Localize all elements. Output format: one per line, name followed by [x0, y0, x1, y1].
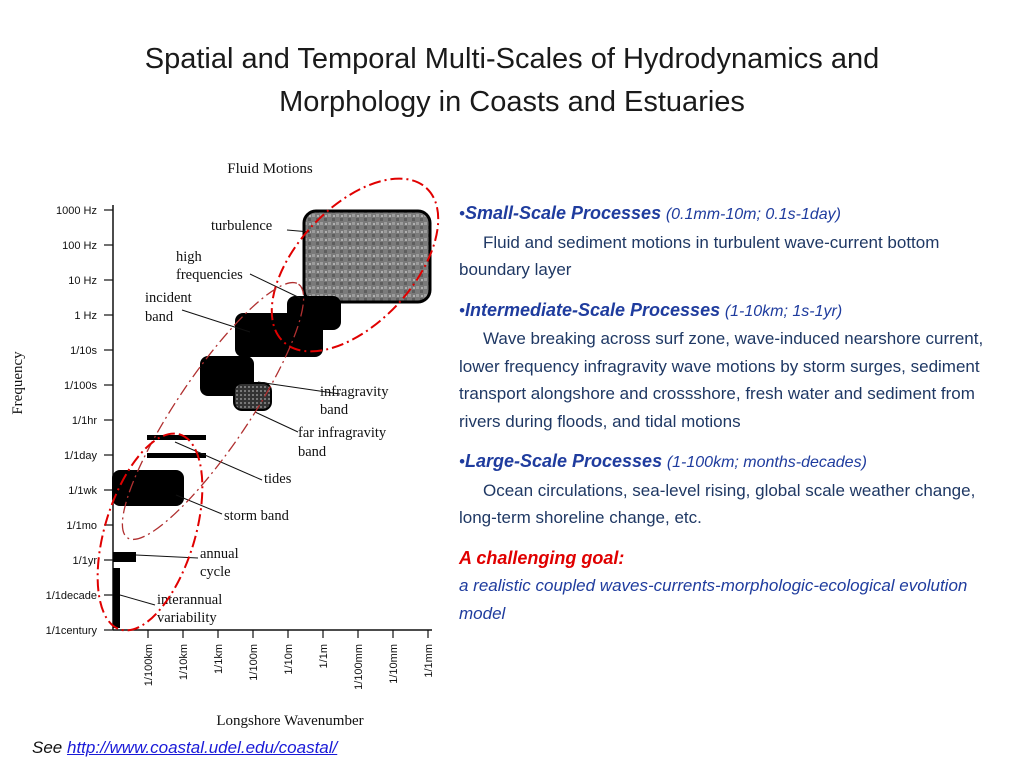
annotation-interannual-variability-1: interannual [157, 592, 222, 608]
intermediate-scale-block: •Intermediate-Scale Processes (1-10km; 1… [459, 297, 1007, 436]
bullet-symbol: • [459, 300, 465, 320]
small-scale-description: Fluid and sediment motions in turbulent … [459, 232, 940, 280]
small-scale-heading: •Small-Scale Processes (0.1mm-10m; 0.1s-… [459, 200, 1007, 229]
x-tick-label: 1/100mm [353, 644, 365, 690]
intermediate-scale-range: (1-10km; 1s-1yr) [724, 302, 843, 320]
y-tick-label: 1/1mo [66, 520, 97, 532]
fluid-motions-diagram: Fluid Motions Frequency Longshore Wavenu… [10, 161, 440, 729]
x-tick-label: 1/1m [318, 644, 330, 668]
small-scale-ellipse [270, 177, 440, 353]
annotation-high-frequencies-1: high [176, 249, 203, 265]
annual-cycle-bar [113, 552, 136, 562]
y-tick-label: 1/1yr [73, 555, 98, 567]
small-scale-name: Small-Scale Processes [464, 203, 662, 223]
see-label: See [32, 738, 63, 757]
x-tick-label: 1/100km [143, 644, 155, 686]
annotation-infragravity-band-1: infragravity [320, 384, 389, 400]
storm-band-block [112, 470, 184, 506]
annotation-far-infragravity-band-2: band [298, 444, 327, 460]
tides-bar-upper [147, 435, 206, 440]
y-tick-label: 1/10s [70, 345, 97, 357]
y-axis-ticks: 1000 Hz 100 Hz 10 Hz 1 Hz 1/10s 1/100s 1/1hr 1/… [46, 205, 113, 637]
y-tick-label: 1/1wk [68, 485, 97, 497]
x-axis-label: Longshore Wavenumber [216, 713, 363, 729]
far-infragravity-band-block [233, 382, 272, 411]
small-scale-block: •Small-Scale Processes (0.1mm-10m; 0.1s-… [459, 200, 1007, 284]
large-scale-block: •Large-Scale Processes (1-100km; months-… [459, 448, 1007, 532]
y-axis-label: Frequency [10, 351, 26, 415]
y-tick-label: 1/1day [64, 450, 98, 462]
large-scale-ellipse [96, 432, 204, 632]
large-scale-name: Large-Scale Processes [464, 451, 663, 471]
x-tick-label: 1/1mm [423, 644, 435, 678]
x-tick-label: 1/100m [248, 644, 260, 681]
x-tick-label: 1/1km [213, 644, 225, 674]
intermediate-scale-ellipse [121, 281, 305, 541]
annotation-annual-cycle-2: cycle [200, 564, 231, 580]
annotation-storm-band: storm band [224, 508, 290, 524]
annotation-turbulence: turbulence [211, 218, 272, 234]
y-tick-label: 1/100s [64, 380, 98, 392]
slide-title-line-1: Spatial and Temporal Multi-Scales of Hyd… [144, 43, 880, 75]
reference-line: See http://www.coastal.udel.edu/coastal/ [32, 738, 337, 758]
process-description-column: •Small-Scale Processes (0.1mm-10m; 0.1s-… [459, 200, 1007, 627]
annotation-high-frequencies-2: frequencies [176, 267, 243, 283]
annotation-tides: tides [264, 471, 292, 487]
large-scale-range: (1-100km; months-decades) [666, 454, 867, 471]
intermediate-scale-name: Intermediate-Scale Processes [464, 299, 721, 320]
intermediate-scale-heading: •Intermediate-Scale Processes (1-10km; 1… [459, 297, 1007, 326]
y-tick-label: 10 Hz [68, 275, 97, 287]
goal-text: a realistic coupled waves-currents-morph… [459, 576, 968, 623]
annotation-annual-cycle-1: annual [200, 546, 239, 562]
slide-title-line-2: Morphology in Coasts and Estuaries [279, 86, 745, 118]
x-tick-label: 1/10mm [388, 644, 400, 684]
annotation-interannual-variability-2: variability [157, 610, 217, 626]
y-tick-label: 1000 Hz [56, 205, 97, 217]
small-scale-range: (0.1mm-10m; 0.1s-1day) [665, 206, 841, 223]
goal-title: A challenging goal: [459, 547, 625, 568]
slide-title: Spatial and Temporal Multi-Scales of Hyd… [40, 38, 984, 124]
intermediate-scale-description: Wave breaking across surf zone, wave-ind… [459, 329, 984, 431]
y-tick-label: 100 Hz [62, 240, 97, 252]
y-tick-label: 1 Hz [74, 310, 97, 322]
interannual-variability-bar [113, 568, 120, 628]
large-scale-heading: •Large-Scale Processes (1-100km; months-… [459, 448, 1007, 477]
large-scale-description: Ocean circulations, sea-level rising, gl… [459, 480, 976, 528]
bullet-symbol: • [459, 204, 465, 223]
tides-bar-lower [147, 453, 206, 458]
y-tick-label: 1/1hr [72, 415, 97, 427]
turbulence-block [302, 209, 432, 304]
annotation-infragravity-band-2: band [320, 402, 349, 418]
reference-link[interactable]: http://www.coastal.udel.edu/coastal/ [66, 738, 338, 757]
x-tick-label: 1/10km [178, 644, 190, 680]
y-tick-label: 1/1century [46, 625, 98, 637]
x-axis-ticks: 1/100km 1/10km 1/1km 1/100m 1/10m 1/1m 1/100mm… [143, 630, 435, 690]
y-tick-label: 1/1decade [46, 590, 97, 602]
annotation-incident-band-2: band [145, 309, 174, 325]
figure-title: Fluid Motions [227, 161, 313, 177]
annotation-incident-band-1: incident [145, 290, 192, 306]
bullet-symbol: • [459, 452, 465, 471]
x-tick-label: 1/10m [283, 644, 295, 675]
annotation-far-infragravity-band-1: far infragravity [298, 425, 387, 441]
